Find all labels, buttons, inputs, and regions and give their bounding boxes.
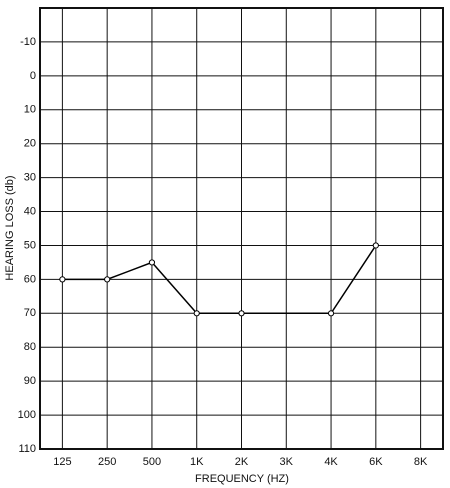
y-tick-label: -10: [20, 36, 36, 48]
x-tick-label: 1K: [190, 456, 204, 468]
x-tick-label: 8K: [414, 456, 428, 468]
y-tick-label: 70: [24, 307, 36, 319]
y-tick-label: 50: [24, 239, 36, 251]
y-tick-label: 90: [24, 375, 36, 387]
data-point: [238, 310, 245, 317]
y-tick-label: 20: [24, 138, 36, 150]
y-tick-label: 110: [18, 443, 36, 455]
x-tick-label: 500: [143, 456, 161, 468]
y-tick-label: 30: [24, 172, 36, 184]
data-point: [193, 310, 200, 317]
x-tick-label: 2K: [235, 456, 249, 468]
y-tick-label: 10: [24, 104, 36, 116]
x-tick-label: 3K: [280, 456, 294, 468]
data-point: [148, 259, 156, 266]
data-point: [59, 276, 66, 283]
data-point: [104, 276, 111, 283]
x-axis-title: FREQUENCY (HZ): [195, 473, 289, 485]
y-tick-label: 100: [18, 409, 36, 421]
y-tick-label: 0: [30, 70, 36, 82]
data-point: [372, 242, 379, 249]
x-tick-label: 6K: [369, 456, 383, 468]
x-tick-label: 250: [98, 456, 116, 468]
y-tick-label: 40: [24, 205, 36, 217]
data-point: [327, 310, 335, 317]
x-tick-label: 125: [53, 456, 71, 468]
y-tick-label: 60: [24, 273, 36, 285]
y-tick-label: 80: [24, 341, 36, 353]
y-axis-title: HEARING LOSS (db): [4, 175, 16, 280]
x-tick-label: 4K: [324, 456, 338, 468]
